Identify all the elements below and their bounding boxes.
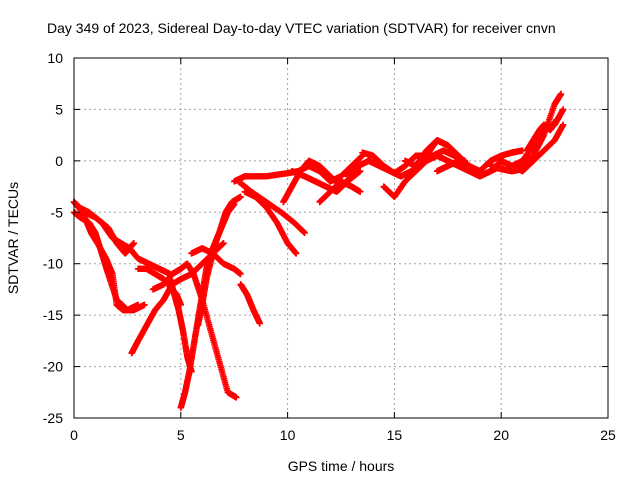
y-tick-label: -20 [43, 359, 63, 375]
y-tick-label: 0 [55, 153, 63, 169]
data-point [557, 90, 565, 98]
series-track-4 [75, 203, 174, 278]
series-track-9 [177, 193, 244, 411]
series-track-14 [235, 178, 308, 237]
data-points [70, 90, 567, 411]
y-tick-label: -5 [51, 204, 64, 220]
y-tick-label: 10 [47, 50, 63, 66]
series-track-2 [70, 209, 142, 314]
series-track-26 [508, 121, 567, 175]
data-point [220, 239, 227, 247]
data-point [237, 193, 244, 201]
y-tick-label: -10 [43, 256, 63, 272]
data-point [134, 301, 142, 309]
x-tick-label: 0 [70, 427, 78, 443]
series-track-27 [523, 116, 560, 154]
axis-ticks: 0 5 10 15 20 25 -25 -20 -15 -10 -5 0 5 10 [43, 50, 616, 443]
data-point [559, 121, 567, 129]
x-tick-label: 10 [280, 427, 296, 443]
plot-frame [73, 57, 609, 419]
data-point [237, 270, 244, 278]
data-point [130, 239, 138, 247]
x-axis-label: GPS time / hours [288, 458, 395, 474]
data-point [292, 250, 300, 257]
y-tick-label: -25 [43, 410, 63, 426]
y-tick-label: -15 [43, 307, 63, 323]
data-point [357, 167, 364, 175]
series-track-12 [237, 281, 264, 327]
data-point [301, 229, 308, 237]
x-tick-label: 20 [493, 427, 509, 443]
data-point [559, 106, 567, 113]
x-tick-label: 15 [387, 427, 403, 443]
chart-title: Day 349 of 2023, Sidereal Day-to-day VTE… [47, 20, 556, 36]
series-track-11 [188, 245, 244, 278]
y-axis-label: SDTVAR / TECUs [5, 182, 21, 294]
data-point [357, 188, 364, 195]
data-point [231, 200, 238, 208]
data-point [141, 301, 148, 309]
series-track-22 [401, 137, 526, 175]
data-point [256, 320, 264, 327]
grid [74, 58, 608, 418]
y-tick-label: 5 [55, 101, 63, 117]
series-track-10 [194, 200, 238, 329]
data-point [553, 116, 560, 123]
x-tick-label: 5 [177, 427, 185, 443]
x-tick-label: 25 [600, 427, 616, 443]
data-point [233, 394, 240, 401]
series-track-18 [316, 178, 364, 206]
